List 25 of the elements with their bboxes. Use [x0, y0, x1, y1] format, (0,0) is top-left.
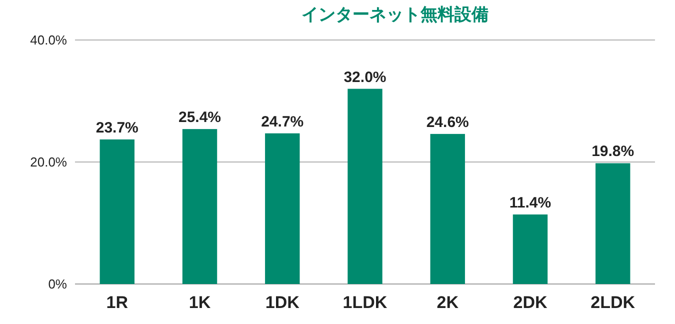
bar	[348, 88, 382, 284]
chart-title: インターネット無料設備	[302, 5, 488, 24]
data-label: 24.6%	[426, 114, 469, 131]
x-tick-label: 2K	[436, 293, 460, 312]
x-tick-label: 1LDK	[342, 293, 388, 312]
x-tick-label: 2LDK	[590, 293, 636, 312]
x-tick-label: 1K	[188, 293, 212, 312]
bar	[596, 163, 630, 284]
y-tick-label: 40.0%	[30, 32, 68, 48]
y-tick-label: 20.0%	[30, 154, 68, 170]
bar	[430, 134, 465, 284]
x-tick-label: 1DK	[265, 293, 300, 312]
data-label: 25.4%	[178, 109, 222, 126]
bar	[265, 133, 300, 284]
bar	[100, 139, 134, 284]
x-tick-label: 1R	[106, 293, 128, 312]
x-tick-label: 2DK	[513, 293, 548, 312]
bar	[182, 129, 218, 284]
bar	[512, 214, 548, 284]
data-label: 11.4%	[509, 194, 552, 212]
data-label: 23.7%	[96, 119, 138, 136]
data-label: 24.7%	[261, 113, 304, 130]
data-label: 19.8%	[592, 143, 634, 160]
data-label: 32.0%	[344, 68, 386, 86]
y-tick-label: 0%	[48, 276, 68, 292]
